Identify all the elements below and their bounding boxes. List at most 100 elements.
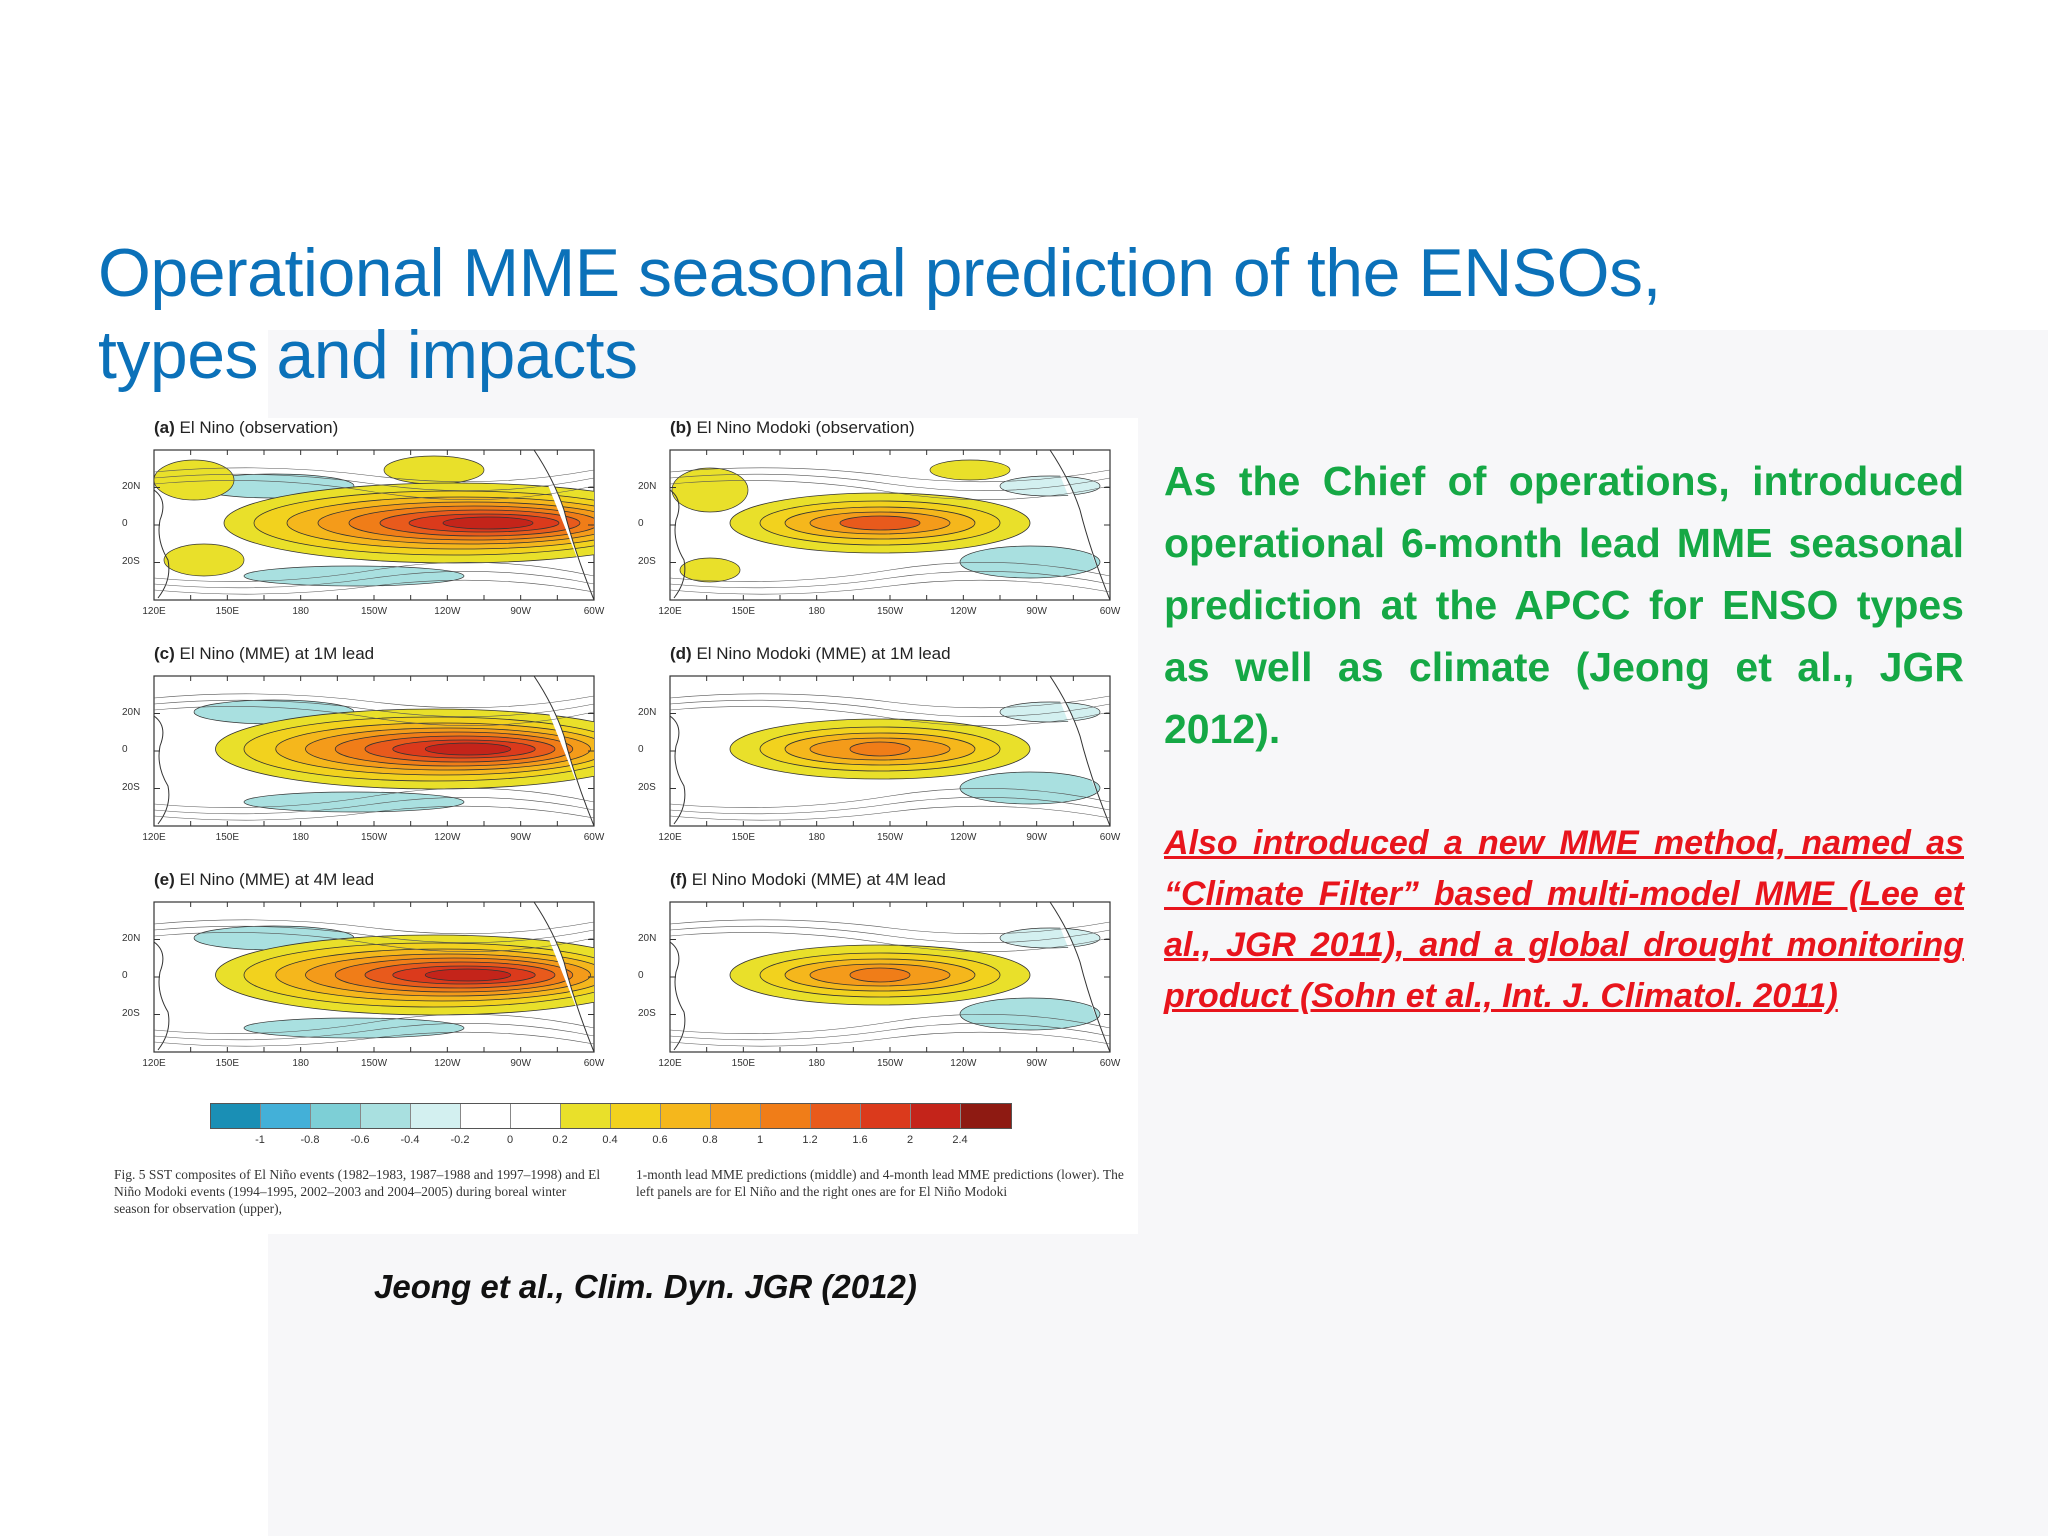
panel-label: (c) El Nino (MME) at 1M lead (154, 644, 374, 664)
latitude-label: 0 (122, 744, 128, 755)
sst-map (669, 449, 1111, 601)
figure-citation: Jeong et al., Clim. Dyn. JGR (2012) (374, 1268, 917, 1305)
longitude-label: 60W (1099, 832, 1121, 843)
longitude-label: 90W (1026, 606, 1047, 617)
latitude-label: 20S (638, 555, 656, 567)
panel-label: (a) El Nino (observation) (154, 418, 338, 438)
longitude-labels: 120E 150E 180 150W 120W 90W 60W (142, 1058, 618, 1072)
latitude-label: 20N (638, 932, 657, 944)
sst-map (669, 901, 1111, 1053)
colorbar-tick: 0.2 (552, 1134, 568, 1146)
colorbar-tick: 1.2 (802, 1134, 818, 1146)
latitude-label: 20S (122, 781, 140, 793)
panel-title: El Nino (observation) (174, 418, 339, 437)
longitude-label: 120W (950, 606, 977, 617)
longitude-label: 90W (1026, 832, 1047, 843)
latitude-label: 20S (638, 781, 656, 793)
colorbar-tick: 0.4 (602, 1134, 618, 1146)
map-panel: (c) El Nino (MME) at 1M lead 20N 0 20S 120E 1… (108, 644, 622, 854)
longitude-label: 90W (1026, 1058, 1047, 1069)
colorbar-tick: -0.6 (350, 1134, 370, 1146)
latitude-label: 20N (122, 480, 141, 492)
colorbar-cell (211, 1104, 261, 1128)
colorbar (210, 1103, 1012, 1129)
panel-tag: (a) (154, 418, 175, 437)
colorbar-cell (311, 1104, 361, 1128)
map-panel: (e) El Nino (MME) at 4M lead 20N 0 20S 120E 1… (108, 870, 622, 1080)
latitude-label: 0 (638, 970, 644, 981)
longitude-label: 120E (142, 606, 166, 617)
longitude-label: 120W (434, 606, 461, 617)
longitude-label: 150W (876, 606, 904, 617)
colorbar-cell (811, 1104, 861, 1128)
colorbar-cell (761, 1104, 811, 1128)
longitude-label: 120E (142, 832, 166, 843)
longitude-label: 120W (950, 832, 977, 843)
longitude-label: 120W (434, 832, 461, 843)
colorbar-cell (511, 1104, 561, 1128)
longitude-labels: 120E 150E 180 150W 120W 90W 60W (658, 606, 1134, 620)
colorbar-tick: 0.8 (702, 1134, 718, 1146)
longitude-label: 120E (658, 1058, 682, 1069)
longitude-label: 120E (658, 606, 682, 617)
longitude-label: 180 (292, 832, 309, 843)
colorbar-cell (711, 1104, 761, 1128)
longitude-label: 60W (583, 606, 605, 617)
colorbar-tick: -0.2 (450, 1134, 470, 1146)
colorbar-tick: 0 (506, 1134, 514, 1146)
panel-label: (e) El Nino (MME) at 4M lead (154, 870, 374, 890)
longitude-label: 150E (731, 832, 756, 843)
map-panel: (b) El Nino Modoki (observation) 20N 0 20S 1… (624, 418, 1138, 628)
longitude-label: 60W (583, 832, 605, 843)
colorbar-cell (861, 1104, 911, 1128)
colorbar-cell (361, 1104, 411, 1128)
latitude-label: 20N (122, 706, 141, 718)
colorbar-tick: 1.6 (852, 1134, 868, 1146)
longitude-label: 180 (292, 1058, 309, 1069)
latitude-label: 20N (638, 480, 657, 492)
longitude-label: 150W (360, 832, 388, 843)
longitude-label: 90W (510, 1058, 531, 1069)
panel-label: (b) El Nino Modoki (observation) (670, 418, 915, 438)
longitude-label: 60W (1099, 1058, 1121, 1069)
colorbar-cell (911, 1104, 961, 1128)
colorbar-cell (661, 1104, 711, 1128)
panel-tag: (b) (670, 418, 692, 437)
longitude-label: 120E (658, 832, 682, 843)
slide-title: Operational MME seasonal prediction of t… (98, 232, 1798, 396)
colorbar-tick: 0.6 (652, 1134, 668, 1146)
longitude-label: 120W (434, 1058, 461, 1069)
latitude-label: 0 (122, 970, 128, 981)
sst-map (153, 675, 595, 827)
latitude-label: 0 (638, 744, 644, 755)
longitude-label: 150E (215, 606, 240, 617)
longitude-label: 150W (360, 1058, 388, 1069)
colorbar-cell (261, 1104, 311, 1128)
longitude-labels: 120E 150E 180 150W 120W 90W 60W (142, 832, 618, 846)
latitude-label: 20S (638, 1007, 656, 1019)
colorbar-tick: -1 (255, 1134, 265, 1146)
longitude-label: 120E (142, 1058, 166, 1069)
colorbar-tick: 2 (906, 1134, 914, 1146)
longitude-labels: 120E 150E 180 150W 120W 90W 60W (658, 1058, 1134, 1072)
longitude-label: 150W (876, 832, 904, 843)
sst-map (153, 449, 595, 601)
map-panel: (a) El Nino (observation) 20N 0 20S 120E 150E… (108, 418, 622, 628)
longitude-labels: 120E 150E 180 150W 120W 90W 60W (658, 832, 1134, 846)
longitude-labels: 120E 150E 180 150W 120W 90W 60W (142, 606, 618, 620)
panel-title: El Nino Modoki (MME) at 4M lead (686, 870, 946, 889)
colorbar-cell (611, 1104, 661, 1128)
panel-title: El Nino (MME) at 1M lead (174, 644, 375, 663)
panel-label: (d) El Nino Modoki (MME) at 1M lead (670, 644, 951, 664)
longitude-label: 150W (876, 1058, 904, 1069)
panel-tag: (e) (154, 870, 175, 889)
latitude-label: 20N (638, 706, 657, 718)
longitude-label: 150E (731, 1058, 756, 1069)
longitude-label: 180 (292, 606, 309, 617)
panel-tag: (d) (670, 644, 692, 663)
longitude-label: 180 (808, 832, 825, 843)
longitude-label: 150E (215, 1058, 240, 1069)
figure-caption-left: Fig. 5 SST composites of El Niño events … (114, 1167, 601, 1216)
colorbar-cell (411, 1104, 461, 1128)
sst-map (669, 675, 1111, 827)
